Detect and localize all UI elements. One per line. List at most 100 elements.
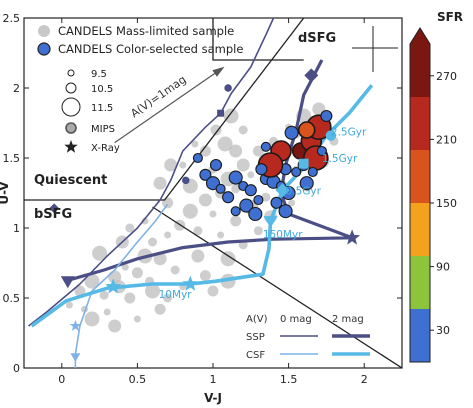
color-selected-point-17: [299, 176, 314, 191]
legend-marker-mips: [65, 122, 77, 134]
legend-size-small: [67, 69, 75, 77]
track-marker-csf_0mag-1: [69, 320, 82, 331]
age-label-150myr: 150Myr: [263, 229, 303, 241]
mass-limited-point-15: [209, 210, 217, 218]
track-marker-ssp_2mag-0: [60, 276, 75, 289]
color-selected-point-34: [255, 163, 268, 176]
colorbar-outline: [409, 27, 431, 363]
color-selected-point-29: [248, 206, 263, 222]
track-marker-csf_2mag-1: [182, 275, 199, 291]
track-marker-csf_2mag-5: [325, 130, 337, 141]
mass-limited-point-66: [210, 124, 222, 136]
mass-limited-point-51: [154, 303, 166, 315]
legend-size-label-medium: 10.5: [91, 84, 113, 95]
color-selected-point-30: [230, 206, 241, 217]
colorbar-segment-3: [410, 203, 430, 257]
mass-limited-point-60: [179, 161, 187, 169]
av-vector-head: [212, 66, 225, 77]
color-selected-point-0: [192, 152, 203, 164]
track-ssp_0mag: [28, 18, 275, 327]
mass-limited-point-31: [124, 292, 136, 304]
track-marker-ssp_0mag-0: [49, 203, 60, 214]
mass-limited-point-65: [191, 140, 199, 148]
track-marker-csf_2mag-0: [105, 278, 122, 294]
mass-limited-point-12: [182, 203, 198, 219]
mass-limited-point-49: [108, 319, 122, 333]
dsfg-box-line: [212, 18, 304, 61]
mass-limited-point-3: [99, 290, 109, 300]
av-vector-arrow: [114, 67, 223, 144]
key-label-csf: CSF: [246, 350, 265, 361]
track-marker-ssp_2mag-1: [344, 229, 361, 245]
legend-size-medium: [65, 82, 77, 94]
mass-limited-point-64: [164, 158, 178, 172]
color-selected-point-9: [253, 194, 264, 206]
mass-limited-point-73: [163, 293, 173, 303]
mass-limited-point-71: [207, 285, 219, 297]
color-selected-point-8: [239, 198, 254, 213]
mass-limited-point-1: [74, 285, 86, 297]
region-label-dsfg: dSFG: [298, 31, 336, 46]
age-label-0.5gyr: 0.5Gyr: [286, 185, 322, 197]
y-tick-label-3: 1.5: [3, 152, 21, 165]
colorbar-segment-5: [410, 309, 430, 363]
quiescent-box-line: [24, 18, 305, 201]
colorbar-label: SFR: [437, 10, 463, 24]
color-selected-point-21: [297, 121, 316, 139]
split-line: [152, 206, 402, 368]
colorbar-segment-1: [410, 97, 430, 151]
y-tick-label-4: 2: [13, 82, 20, 95]
mass-limited-point-57: [92, 245, 108, 261]
color-selected-point-4: [222, 191, 235, 204]
key-header-0mag: 0 mag: [280, 314, 312, 325]
mass-limited-point-44: [229, 144, 243, 158]
color-selected-point-35: [278, 204, 293, 219]
colorbar-tick-label-1: 90: [436, 261, 450, 274]
color-selected-point-15: [291, 166, 302, 178]
mass-limited-point-13: [193, 226, 203, 236]
colorbar-tick-label-3: 210: [436, 133, 457, 146]
mass-limited-point-52: [84, 311, 100, 327]
axes: 0 0.5 1 1.5 200.511.522.5: [3, 12, 402, 386]
track-marker-ssp_2mag-2: [304, 68, 319, 83]
mass-limited-point-5: [121, 263, 129, 271]
track-marker-csf_0mag-0: [70, 353, 81, 362]
y-tick-label-2: 1: [13, 222, 20, 235]
legend-size-large: [61, 97, 81, 117]
mass-limited-point-33: [170, 265, 180, 275]
legend-size-label-large: 11.5: [91, 103, 113, 114]
mass-limited-point-62: [217, 136, 233, 152]
mass-limited-point-47: [220, 251, 236, 267]
colorbar: 30 90 150 210 270: [409, 27, 457, 363]
age-label-10myr: 10Myr: [159, 289, 193, 301]
mass-limited-point-59: [153, 176, 167, 190]
x-tick-label-1: 0.5: [129, 373, 147, 386]
colorbar-tick-label-0: 30: [436, 324, 450, 337]
colorbar-extend-arrow: [410, 28, 430, 44]
colorbar-tick-label-4: 270: [436, 70, 457, 83]
legend-label-xray: X-Ray: [91, 143, 120, 154]
track-marker-csf_2mag-3: [275, 183, 290, 198]
color-selected-point-33: [307, 166, 318, 178]
color-selected-points: [192, 109, 333, 222]
colorbar-segment-0: [410, 44, 430, 98]
legend-marker-xray: [64, 140, 78, 153]
region-label-quiescent: Quiescent: [34, 173, 107, 188]
colorbar-segment-2: [410, 150, 430, 204]
legend: CANDELS Mass-limited sample CANDELS Colo…: [37, 24, 243, 154]
y-tick-label-1: 0.5: [3, 292, 21, 305]
mass-limited-point-0: [65, 301, 73, 309]
mass-limited-point-63: [238, 125, 248, 135]
track-marker-csf_2mag-2: [263, 216, 278, 228]
x-tick-label-4: 2: [361, 373, 368, 386]
x-axis-label: V-J: [204, 391, 222, 405]
mass-limited-point-32: [145, 283, 160, 299]
color-selected-point-22: [320, 109, 333, 123]
mass-limited-point-46: [199, 270, 211, 282]
y-tick-label-5: 2.5: [3, 12, 21, 25]
legend-label-mass-limited: CANDELS Mass-limited sample: [58, 24, 234, 38]
mass-limited-point-6: [131, 267, 143, 279]
mass-limited-point-67: [223, 108, 239, 124]
selection-boxes: [24, 18, 402, 368]
